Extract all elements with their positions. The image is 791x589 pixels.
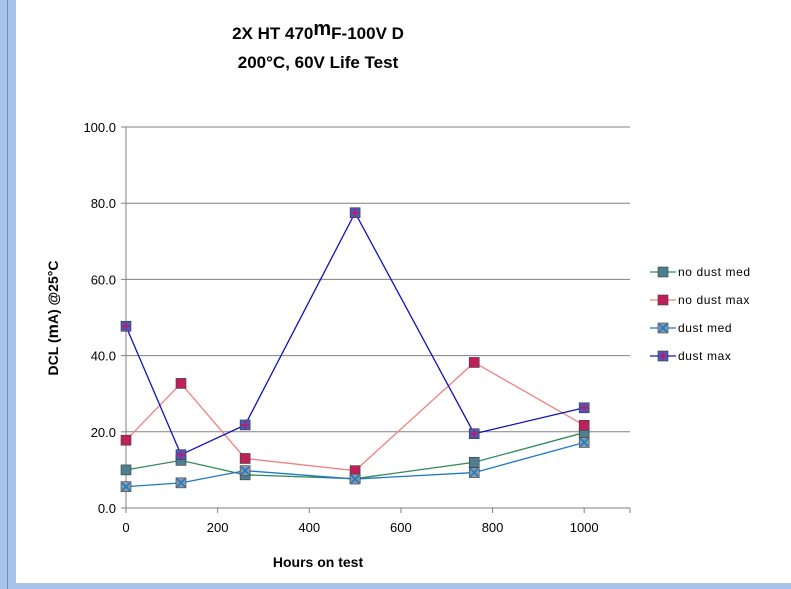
point-2-1-x2 [176, 478, 186, 488]
legend-item-1: no dust max [650, 293, 750, 307]
chart-area: 2X HT 470mF-100V D 200°C, 60V Life Test … [16, 0, 791, 583]
title-mu: m [313, 18, 331, 40]
legend-label-2: dust med [678, 321, 732, 335]
title-part-2: F-100V D [331, 24, 404, 43]
x-tick-label-2: 400 [298, 520, 320, 535]
legend-marker-1 [657, 294, 669, 306]
svg-text:2X HT 470mF-100V D: 2X HT 470mF-100V D [232, 18, 404, 43]
series-1 [120, 357, 590, 476]
y-axis-label: DCL (mA) @25°C [45, 261, 62, 376]
y-tick-label-3: 60.0 [91, 272, 116, 287]
x-tick-label-3: 600 [390, 520, 412, 535]
series-line-3 [125, 211, 585, 456]
x-tick-label-5: 1000 [570, 520, 599, 535]
legend-label-3: dust max [678, 349, 732, 363]
series-line-1 [125, 361, 585, 472]
point-0-0 [120, 464, 132, 476]
legend-marker-2-x2 [658, 323, 668, 333]
y-tick-label-4: 80.0 [91, 196, 116, 211]
point-2-5-x2 [579, 437, 589, 448]
point-2-4-x2 [469, 468, 479, 478]
point-2-0-x2 [121, 482, 131, 492]
legend-item-0: no dust med [650, 265, 751, 279]
x-tick-label-4: 800 [482, 520, 504, 535]
chart-title: 2X HT 470mF-100V D 200°C, 60V Life Test [232, 18, 404, 72]
legend-label-0: no dust med [678, 265, 751, 279]
series-line-2 [125, 441, 585, 488]
x-axis-label: Hours on test [273, 554, 364, 570]
title-part-1: 2X HT 470 [232, 24, 313, 43]
legend-item-2: dust med [650, 321, 732, 335]
legend-label-1: no dust max [678, 293, 750, 307]
series-line-0 [125, 431, 585, 480]
x-tick-label-0: 0 [122, 520, 129, 535]
y-tick-label-2: 40.0 [91, 349, 116, 364]
y-tick-label-1: 20.0 [91, 425, 116, 440]
point-1-1 [175, 378, 187, 389]
series-3 [120, 207, 590, 460]
chart-subtitle: 200°C, 60V Life Test [238, 53, 399, 72]
point-1-5 [578, 420, 590, 431]
x-tick-label-1: 200 [207, 520, 229, 535]
frame-border [7, 0, 8, 589]
series-2 [120, 437, 590, 492]
line-chart: 2X HT 470mF-100V D 200°C, 60V Life Test … [45, 18, 751, 570]
plot-area: 0.0 20.0 40.0 60.0 80.0 100.0 0 200 400 600 800 100… [83, 120, 631, 535]
point-1-4 [468, 357, 480, 368]
legend: no dust med no dust max dust med dust max [650, 265, 751, 363]
legend-item-3: dust max [650, 349, 732, 363]
y-axis-label-suffix: A) @25°C [45, 261, 61, 325]
point-1-0 [120, 434, 132, 446]
y-tick-label-5: 100.0 [83, 120, 116, 135]
point-0-4 [468, 456, 480, 468]
y-tick-label-0: 0.0 [98, 501, 116, 516]
y-axis-label-prefix: DCL ( [45, 338, 61, 375]
point-1-2 [239, 453, 251, 464]
point-2-3-x2 [350, 474, 360, 484]
legend-marker-0 [657, 266, 669, 278]
y-axis-label-mu: m [45, 324, 62, 338]
point-2-2-x2 [240, 466, 250, 476]
